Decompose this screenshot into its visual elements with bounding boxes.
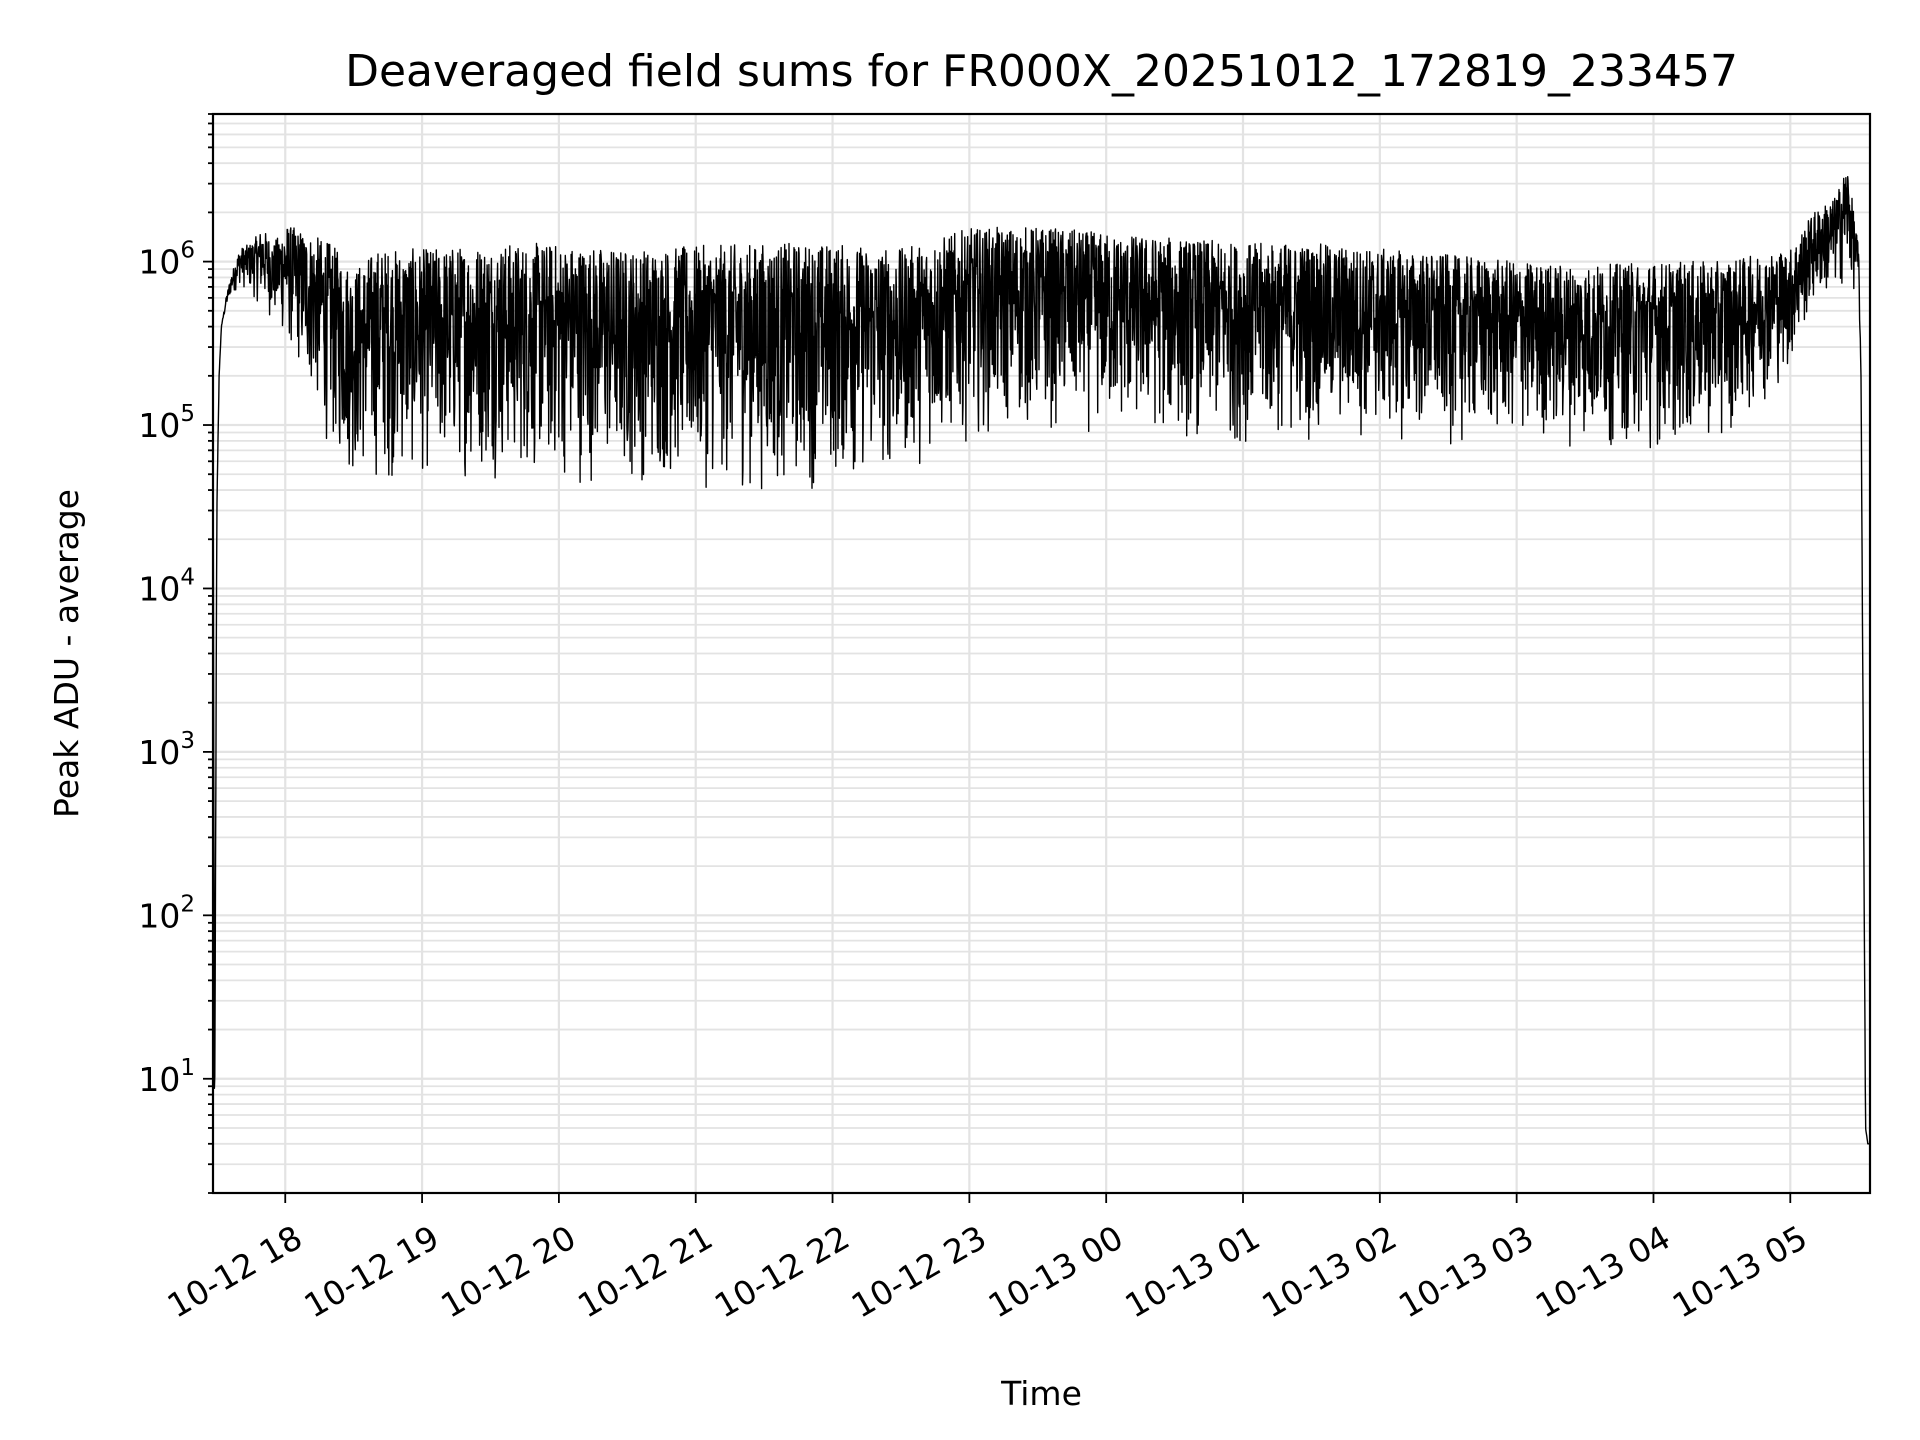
series-layer (212, 176, 1871, 1145)
chart-title: Deaveraged field sums for FR000X_2025101… (345, 46, 1738, 97)
x-axis-title: Time (1000, 1374, 1082, 1413)
y-axis-title: Peak ADU - average (47, 489, 86, 818)
series-line (212, 176, 1871, 1145)
ticks-layer (203, 113, 1792, 1203)
y-tick-label: 104 (138, 564, 195, 608)
